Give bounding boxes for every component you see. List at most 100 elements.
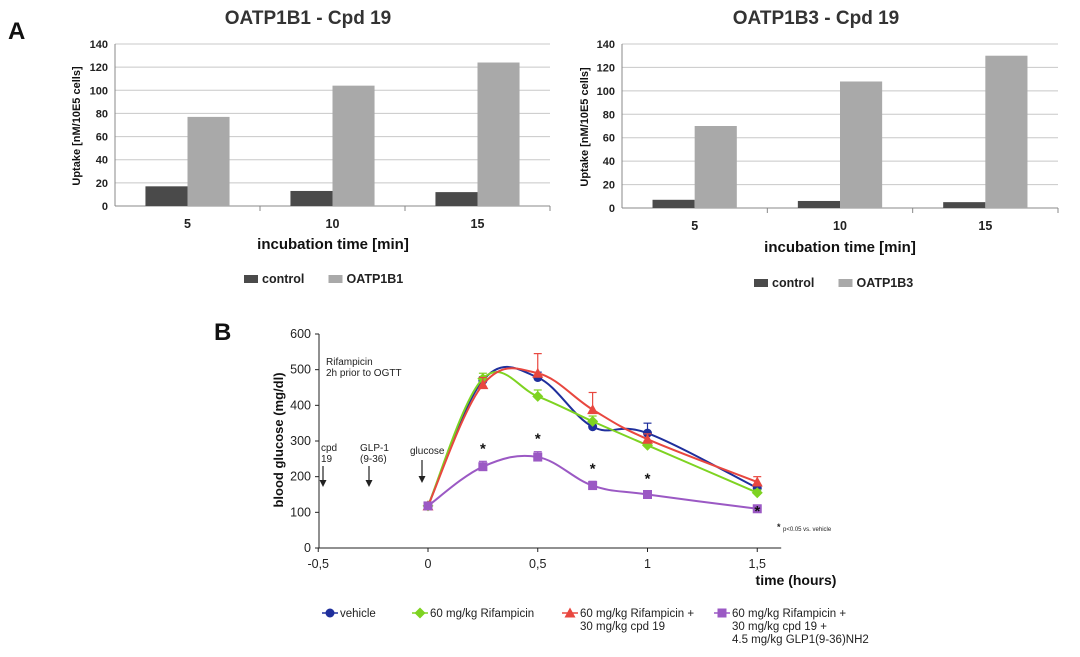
legend-label: OATP1B1 [347,272,404,286]
legend-marker [414,607,426,619]
significance-star: * [590,460,596,477]
data-point-3-4 [643,490,652,499]
x-tick-label: -0,5 [307,557,329,571]
legend-swatch [838,279,853,287]
y-tick-label: 20 [603,180,615,192]
bar-oatp1b1-10 [332,85,375,206]
legend-label: 4.5 mg/kg GLP1(9-36)NH2 [732,634,869,646]
data-point-3-0 [423,501,433,511]
y-tick-label: 120 [90,62,108,74]
data-point-3-1 [478,462,488,472]
bar-control-5 [652,199,695,208]
data-point-0-4 [643,428,652,438]
series-line-3 [427,454,758,510]
y-tick-label: 140 [90,39,108,51]
annot-cpd-line2: 19 [321,454,333,465]
chart1-xlabel: incubation time [min] [257,236,409,253]
chart3-ylabel: blood glucose (mg/dl) [271,372,286,507]
y-tick-label: 60 [603,133,615,145]
y-tick-label: 300 [290,434,311,448]
data-point-2-3 [587,404,599,415]
legend-label: control [262,272,304,286]
legend-label: vehicle [340,608,376,620]
data-point-3-3 [588,481,598,491]
bar-oatp1b1-15 [477,62,520,207]
x-tick-label: 0,5 [529,557,546,571]
x-tick-label: 1,5 [749,557,766,571]
data-point-1-5 [751,487,763,499]
significance-star: * [480,440,486,457]
y-tick-label: 40 [603,156,615,168]
data-point-2-1 [477,379,489,390]
chart3-legend: vehicle 60 mg/kg Rifampicin 60 mg/kg Rifam… [322,607,869,646]
legend-label: 30 mg/kg cpd 19 + [732,621,827,633]
bar-oatp1b3-10 [840,81,883,208]
panel-b-label: B [214,319,231,346]
legend-swatch [328,275,343,283]
y-tick-label: 140 [597,39,615,51]
y-tick-label: 80 [96,108,108,120]
arrow-glucose-icon [418,460,426,483]
panel-a-label: A [8,18,25,45]
bar-control-10 [797,200,840,208]
legend-label: 60 mg/kg Rifampicin + [580,608,694,620]
y-tick-label: 400 [290,398,311,412]
bar-oatp1b3-15 [985,55,1028,208]
legend-swatch [754,279,768,287]
y-tick-label: 120 [597,62,615,74]
legend-label: control [772,276,814,290]
legend-label: OATP1B3 [857,276,914,290]
annot-glucose: glucose [410,446,445,457]
data-point-2-5 [751,476,763,487]
legend-label: 60 mg/kg Rifampicin + [732,608,846,620]
chart3-plot: 0 100 200 300 400 500 600 -0,5 0 0,5 1 1,5 * * * * * [290,327,782,571]
legend-marker [564,607,576,618]
data-point-3-5 [752,504,762,514]
significance-star: * [645,471,651,488]
annot-rifampicin-line1: Rifampicin [326,357,373,368]
y-tick-label: 100 [597,86,615,98]
annot-glp-line1: GLP-1 [360,443,389,454]
bar-control-5 [145,186,188,206]
legend-marker [717,608,727,618]
chart2-xlabel: incubation time [min] [764,239,916,256]
y-tick-label: 0 [609,203,615,215]
chart2-plot: 0 20 40 60 80 100 120 140 5 10 15 control OATP1B3 [597,39,1059,290]
annot-significance: p<0.05 vs. vehicle [783,527,832,533]
data-point-1-3 [587,415,599,427]
x-tick-label: 5 [691,219,698,233]
annot-glp-line2: (9-36) [360,454,387,465]
bar-control-15 [943,202,986,208]
legend-label: 60 mg/kg Rifampicin [430,608,534,620]
data-point-3-2 [533,452,543,462]
chart2-title: OATP1B3 - Cpd 19 [733,8,899,29]
y-tick-label: 0 [304,541,311,555]
bar-control-15 [435,192,478,206]
series-line-2 [427,367,758,507]
x-tick-label: 10 [326,217,340,231]
x-tick-label: 0 [425,557,432,571]
series-line-1 [427,371,758,507]
chart2-ylabel: Uptake [nM/10E5 cells] [579,67,591,187]
bar-control-10 [290,190,333,206]
chart1-ylabel: Uptake [nM/10E5 cells] [71,66,83,186]
arrow-cpd-icon [319,466,327,487]
annot-rifampicin-line2: 2h prior to OGTT [326,368,402,379]
y-tick-label: 100 [90,85,108,97]
y-tick-label: 40 [96,155,108,167]
x-tick-label: 10 [833,219,847,233]
annot-cpd-line1: cpd [321,443,337,454]
y-tick-label: 20 [96,178,108,190]
y-tick-label: 500 [290,363,311,377]
arrow-glp-icon [365,466,373,487]
annot-significance-star: * [777,522,781,532]
legend-marker [325,608,335,618]
chart1-title: OATP1B1 - Cpd 19 [225,8,391,29]
y-tick-label: 60 [96,132,108,144]
x-tick-label: 1 [644,557,651,571]
legend-label: 30 mg/kg cpd 19 [580,621,665,633]
x-tick-label: 5 [184,217,191,231]
y-tick-label: 600 [290,327,311,341]
chart1-plot: 0 20 40 60 80 100 120 140 5 10 15 control OATP1B1 [90,39,551,286]
